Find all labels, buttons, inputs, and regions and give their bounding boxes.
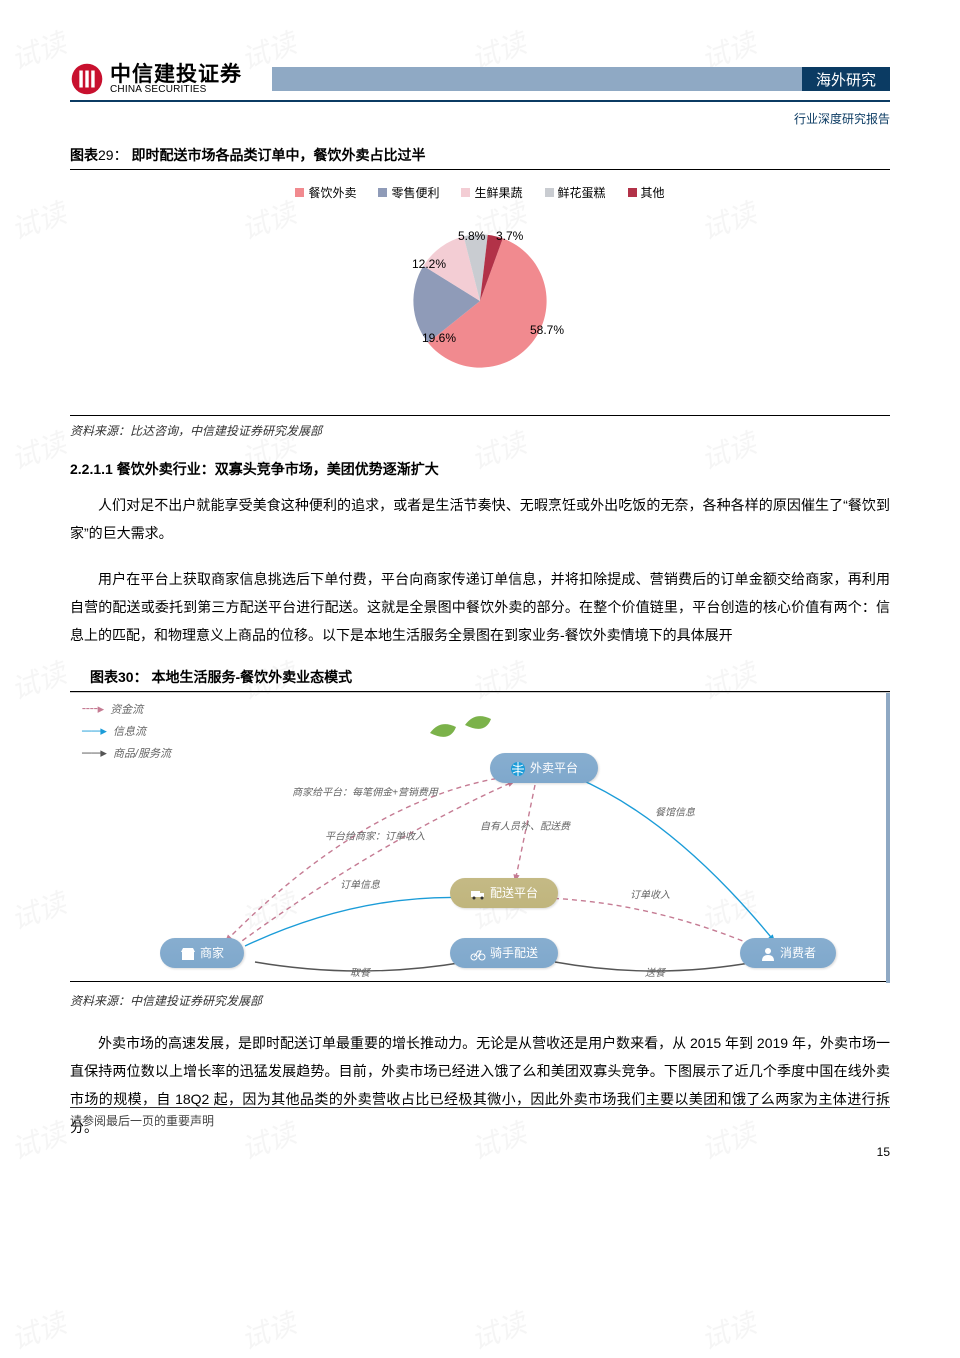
flow-node-consumer: 消费者 <box>740 938 836 968</box>
legend-item: 餐饮外卖 <box>295 184 356 201</box>
leaf-icon <box>430 724 456 737</box>
flow-node-platform: 外卖平台 <box>490 753 598 783</box>
flow-edge-label: 订单收入 <box>630 889 670 901</box>
flow-edge-label: 取餐 <box>350 967 371 979</box>
paragraph-2: 用户在平台上获取商家信息挑选后下单付费，平台向商家传递订单信息，并将扣除提成、营… <box>70 565 890 649</box>
figure-num: 30： <box>118 669 148 685</box>
bike-icon <box>470 946 486 962</box>
flow-edge <box>515 785 535 882</box>
flow-edge-label: 商家给平台：每笔佣金+营销费用 <box>292 787 439 799</box>
pie-slice-label: 3.7% <box>496 229 523 243</box>
page-number: 15 <box>877 1145 890 1159</box>
paragraph-1: 人们对足不出户就能享受美食这种便利的追求，或者是生活节奏快、无暇烹饪或外出吃饭的… <box>70 491 890 547</box>
pie-slice-label: 5.8% <box>458 229 485 243</box>
pie-chart: 餐饮外卖 零售便利 生鲜果蔬 鲜花蛋糕 其他 58.7% 19.6% 12.2% 5.8% 3.… <box>70 174 890 415</box>
figure-num: 29： <box>98 147 128 163</box>
header-bar-light <box>272 67 802 91</box>
logo: 中信建投证券 CHINA SECURITIES <box>70 62 242 96</box>
logo-icon <box>70 62 104 96</box>
user-icon <box>760 946 776 962</box>
figure-label: 图表 <box>70 147 98 163</box>
legend-item: 生鲜果蔬 <box>461 184 522 201</box>
logo-text-en: CHINA SECURITIES <box>110 85 242 95</box>
footer-text: 请参阅最后一页的重要声明 <box>70 1107 890 1129</box>
legend-item: 零售便利 <box>378 184 439 201</box>
flow-node-label: 骑手配送 <box>490 946 538 960</box>
flow-node-rider: 骑手配送 <box>450 938 558 968</box>
flow-edge-label: 餐馆信息 <box>655 807 695 819</box>
globe-icon <box>510 761 526 777</box>
leaf-icon <box>465 716 491 729</box>
header-category: 海外研究 <box>802 67 890 91</box>
flow-node-label: 外卖平台 <box>530 761 578 775</box>
logo-text-cn: 中信建投证券 <box>110 64 242 85</box>
flow-node-label: 消费者 <box>780 946 816 960</box>
watermark: 试读 <box>5 1302 71 1358</box>
pie-slice-label: 19.6% <box>422 331 456 345</box>
figure29-title: 图表29： 即时配送市场各品类订单中，餐饮外卖占比过半 <box>70 145 890 170</box>
flow-edge-label: 自有人员补、配送费 <box>480 821 571 833</box>
pie-chart-area: 58.7% 19.6% 12.2% 5.8% 3.7% <box>380 211 580 391</box>
flow-edge <box>245 897 475 946</box>
watermark: 试读 <box>235 1302 301 1358</box>
pie-legend: 餐饮外卖 零售便利 生鲜果蔬 鲜花蛋糕 其他 <box>295 184 664 201</box>
header: 中信建投证券 CHINA SECURITIES 海外研究 <box>70 62 890 102</box>
flow-node-delivery: 配送平台 <box>450 878 558 908</box>
footer: 请参阅最后一页的重要声明 <box>70 1107 890 1129</box>
flow-edge-label: 送餐 <box>645 967 666 979</box>
legend-item: 其他 <box>628 184 665 201</box>
flow-edge-label: 平台给商家：订单收入 <box>325 831 425 843</box>
figure29-source: 资料来源：比达咨询，中信建投证券研究发展部 <box>70 415 890 439</box>
flow-edge <box>235 781 515 946</box>
page-edge-bar <box>886 693 890 983</box>
flow-edge <box>575 777 775 942</box>
flow-edge <box>545 898 755 946</box>
pie-slice-label: 58.7% <box>530 323 564 337</box>
flowchart: ╌╌▸资金流──▸信息流──▸商品/服务流 商家给平台：每笔佣金+营销费用平台给… <box>70 692 890 982</box>
flow-node-merchant: 商家 <box>160 938 244 968</box>
truck-icon <box>470 886 486 902</box>
figure30-title: 图表30： 本地生活服务-餐饮外卖业态模式 <box>70 667 890 692</box>
flow-node-label: 配送平台 <box>490 886 538 900</box>
report-type: 行业深度研究报告 <box>70 110 890 127</box>
watermark: 试读 <box>695 1302 761 1358</box>
store-icon <box>180 946 196 962</box>
figure30-source: 资料来源：中信建投证券研究发展部 <box>70 986 890 1009</box>
section-title: 2.2.1.1 餐饮外卖行业：双寡头竞争市场，美团优势逐渐扩大 <box>70 459 890 479</box>
flow-edge-label: 订单信息 <box>340 879 380 891</box>
figure-label: 图表 <box>90 669 118 685</box>
figure-title-text: 本地生活服务-餐饮外卖业态模式 <box>151 669 352 685</box>
watermark: 试读 <box>465 1302 531 1358</box>
figure-title-text: 即时配送市场各品类订单中，餐饮外卖占比过半 <box>131 147 425 163</box>
legend-item: 鲜花蛋糕 <box>545 184 606 201</box>
flow-node-label: 商家 <box>200 946 224 960</box>
pie-slice-label: 12.2% <box>412 257 446 271</box>
